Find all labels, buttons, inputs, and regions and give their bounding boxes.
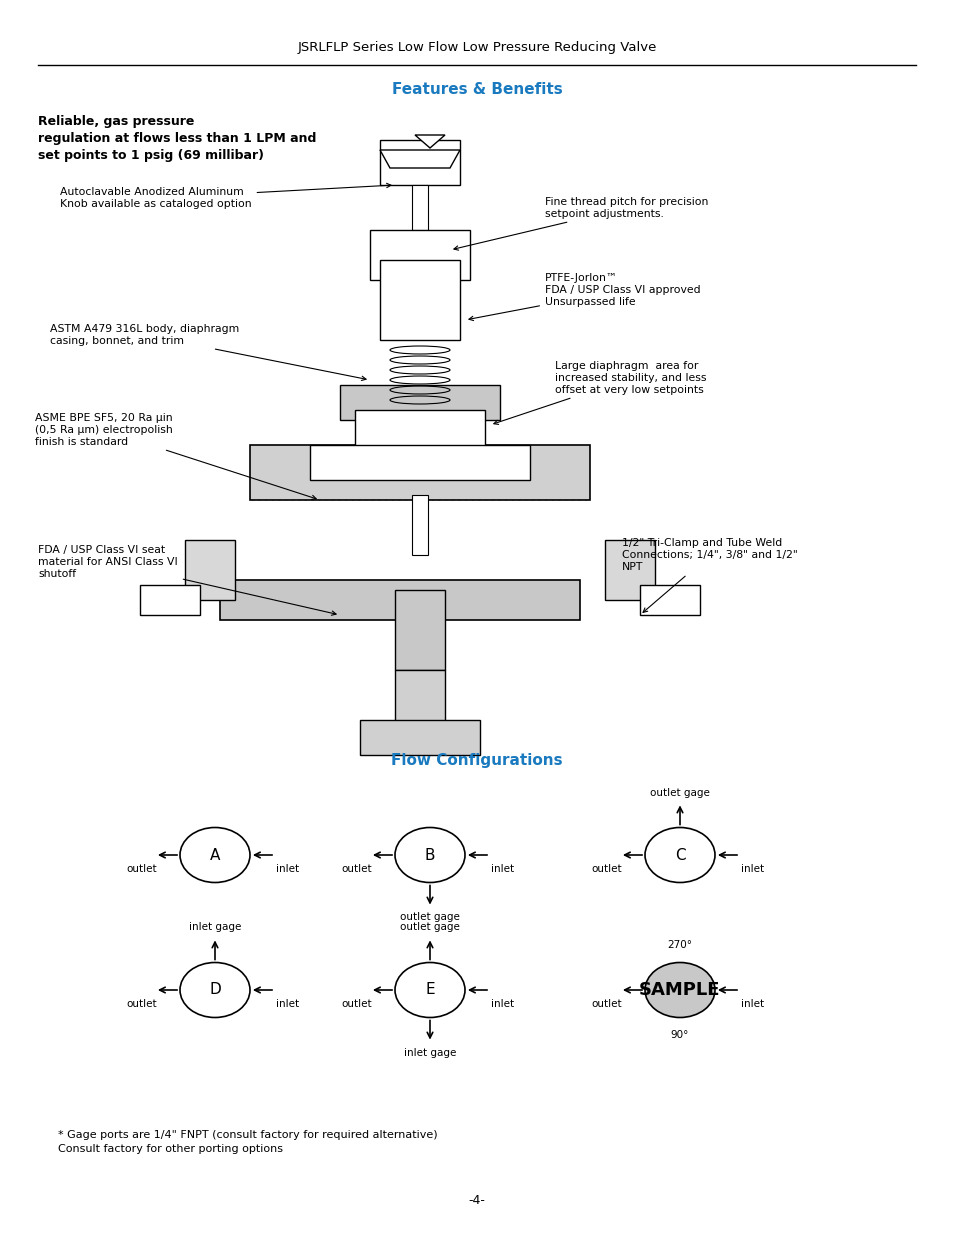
Text: outlet: outlet	[591, 999, 621, 1009]
Text: inlet gage: inlet gage	[189, 923, 241, 932]
Bar	[412, 495, 428, 555]
Bar	[355, 410, 484, 459]
Text: 1/2" Tri-Clamp and Tube Weld
Connections; 1/4", 3/8" and 1/2"
NPT: 1/2" Tri-Clamp and Tube Weld Connections…	[621, 538, 797, 613]
Text: D: D	[209, 983, 221, 998]
Text: inlet: inlet	[740, 864, 763, 874]
Text: inlet: inlet	[491, 999, 514, 1009]
Text: ASTM A479 316L body, diaphragm
casing, bonnet, and trim: ASTM A479 316L body, diaphragm casing, b…	[50, 325, 366, 380]
Bar	[604, 540, 655, 600]
Bar	[639, 585, 700, 615]
Bar	[359, 720, 479, 755]
Text: A: A	[210, 847, 220, 862]
Bar	[339, 385, 499, 420]
Ellipse shape	[644, 827, 714, 883]
Bar	[250, 445, 589, 500]
Text: * Gage ports are 1/4" FNPT (consult factory for required alternative)
Consult fa: * Gage ports are 1/4" FNPT (consult fact…	[58, 1130, 437, 1153]
Text: Large diaphragm  area for
increased stability, and less
offset at very low setpo: Large diaphragm area for increased stabi…	[494, 362, 706, 425]
Bar	[310, 445, 530, 480]
Text: 270°: 270°	[667, 940, 692, 950]
Text: Fine thread pitch for precision
setpoint adjustments.: Fine thread pitch for precision setpoint…	[454, 198, 708, 251]
Text: SAMPLE: SAMPLE	[639, 981, 720, 999]
Text: Features & Benefits: Features & Benefits	[392, 83, 561, 98]
Text: inlet: inlet	[276, 864, 299, 874]
Text: PTFE-Jorlon™
FDA / USP Class VI approved
Unsurpassed life: PTFE-Jorlon™ FDA / USP Class VI approved…	[469, 273, 700, 321]
Text: inlet: inlet	[276, 999, 299, 1009]
Text: outlet gage: outlet gage	[399, 923, 459, 932]
Text: C: C	[674, 847, 684, 862]
Text: Flow Configurations: Flow Configurations	[391, 752, 562, 767]
Text: Autoclavable Anodized Aluminum
Knob available as cataloged option: Autoclavable Anodized Aluminum Knob avai…	[60, 183, 391, 209]
Text: FDA / USP Class VI seat
material for ANSI Class VI
shutoff: FDA / USP Class VI seat material for ANS…	[38, 546, 335, 615]
Text: inlet gage: inlet gage	[403, 1047, 456, 1057]
Text: outlet: outlet	[127, 864, 157, 874]
Bar	[379, 261, 459, 340]
Bar	[379, 140, 459, 185]
Text: JSRLFLP Series Low Flow Low Pressure Reducing Valve: JSRLFLP Series Low Flow Low Pressure Red…	[297, 42, 656, 54]
Text: outlet: outlet	[127, 999, 157, 1009]
Bar	[250, 448, 587, 501]
Text: outlet: outlet	[341, 864, 372, 874]
Bar	[412, 185, 428, 230]
Ellipse shape	[180, 962, 250, 1018]
Text: E: E	[425, 983, 435, 998]
Bar	[395, 590, 444, 671]
Ellipse shape	[395, 827, 464, 883]
Text: outlet gage: outlet gage	[399, 913, 459, 923]
Bar	[395, 671, 444, 740]
Ellipse shape	[180, 827, 250, 883]
Bar	[140, 585, 200, 615]
Bar	[185, 540, 234, 600]
Text: inlet: inlet	[740, 999, 763, 1009]
Text: 90°: 90°	[670, 1030, 688, 1041]
Text: inlet: inlet	[491, 864, 514, 874]
Text: -4-: -4-	[468, 1193, 485, 1207]
Text: B: B	[424, 847, 435, 862]
Text: outlet: outlet	[341, 999, 372, 1009]
Ellipse shape	[644, 962, 714, 1018]
Polygon shape	[379, 149, 459, 168]
Text: ASME BPE SF5, 20 Ra μin
(0,5 Ra μm) electropolish
finish is standard: ASME BPE SF5, 20 Ra μin (0,5 Ra μm) elec…	[35, 414, 315, 499]
Text: outlet gage: outlet gage	[649, 788, 709, 798]
Text: outlet: outlet	[591, 864, 621, 874]
Ellipse shape	[395, 962, 464, 1018]
Bar	[370, 230, 470, 280]
Polygon shape	[415, 135, 444, 148]
Bar	[220, 580, 579, 620]
Text: Reliable, gas pressure
regulation at flows less than 1 LPM and
set points to 1 p: Reliable, gas pressure regulation at flo…	[38, 115, 316, 162]
